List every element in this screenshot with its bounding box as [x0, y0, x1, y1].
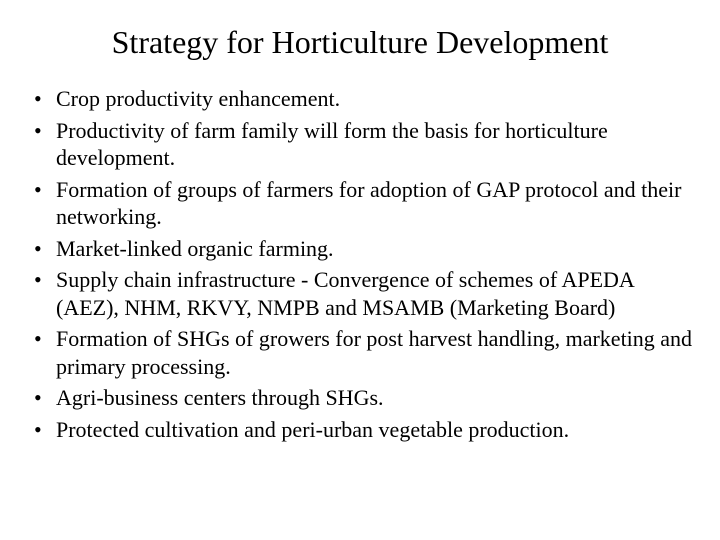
list-item: Formation of groups of farmers for adopt… [30, 176, 696, 231]
list-item: Formation of SHGs of growers for post ha… [30, 325, 696, 380]
bullet-text: Supply chain infrastructure - Convergenc… [56, 267, 634, 320]
list-item: Market-linked organic farming. [30, 235, 696, 263]
slide-title: Strategy for Horticulture Development [20, 24, 700, 61]
list-item: Crop productivity enhancement. [30, 85, 696, 113]
bullet-text: Crop productivity enhancement. [56, 86, 340, 111]
bullet-text: Agri-business centers through SHGs. [56, 385, 384, 410]
slide: Strategy for Horticulture Development Cr… [0, 0, 720, 540]
list-item: Productivity of farm family will form th… [30, 117, 696, 172]
list-item: Supply chain infrastructure - Convergenc… [30, 266, 696, 321]
bullet-text: Formation of SHGs of growers for post ha… [56, 326, 692, 379]
bullet-text: Formation of groups of farmers for adopt… [56, 177, 681, 230]
list-item: Agri-business centers through SHGs. [30, 384, 696, 412]
bullet-list: Crop productivity enhancement. Productiv… [20, 85, 700, 443]
list-item: Protected cultivation and peri-urban veg… [30, 416, 696, 444]
bullet-text: Protected cultivation and peri-urban veg… [56, 417, 569, 442]
bullet-text: Productivity of farm family will form th… [56, 118, 608, 171]
bullet-text: Market-linked organic farming. [56, 236, 334, 261]
